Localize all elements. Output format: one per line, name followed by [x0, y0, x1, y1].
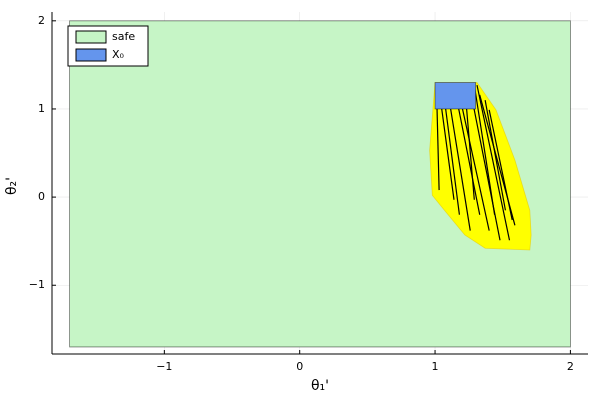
y-axis-label: θ₂' — [4, 177, 20, 195]
y-tick-label: 2 — [38, 14, 45, 27]
y-tick-label: 0 — [38, 190, 45, 203]
y-tick-label: 1 — [38, 102, 45, 115]
trajectory — [476, 85, 511, 241]
legend-label: safe — [112, 30, 135, 43]
legend-label: X₀ — [112, 48, 125, 61]
legend-swatch — [75, 48, 107, 62]
trajectory — [484, 100, 507, 211]
trajectory — [443, 100, 461, 215]
trajectory — [446, 87, 471, 231]
region — [434, 82, 477, 110]
trajectory — [469, 89, 501, 241]
y-tick-label: −1 — [29, 278, 45, 291]
legend-swatch — [75, 30, 107, 44]
region — [429, 82, 532, 251]
x-axis-label: θ₁' — [311, 378, 329, 394]
trajectory — [488, 109, 513, 221]
trajectory — [473, 85, 496, 215]
x-tick-label: 0 — [296, 360, 303, 373]
x-tick-label: 2 — [567, 360, 574, 373]
x-tick-label: 1 — [432, 360, 439, 373]
x-tick-label: −1 — [156, 360, 172, 373]
trajectory — [458, 94, 490, 231]
plot-area — [69, 20, 571, 348]
